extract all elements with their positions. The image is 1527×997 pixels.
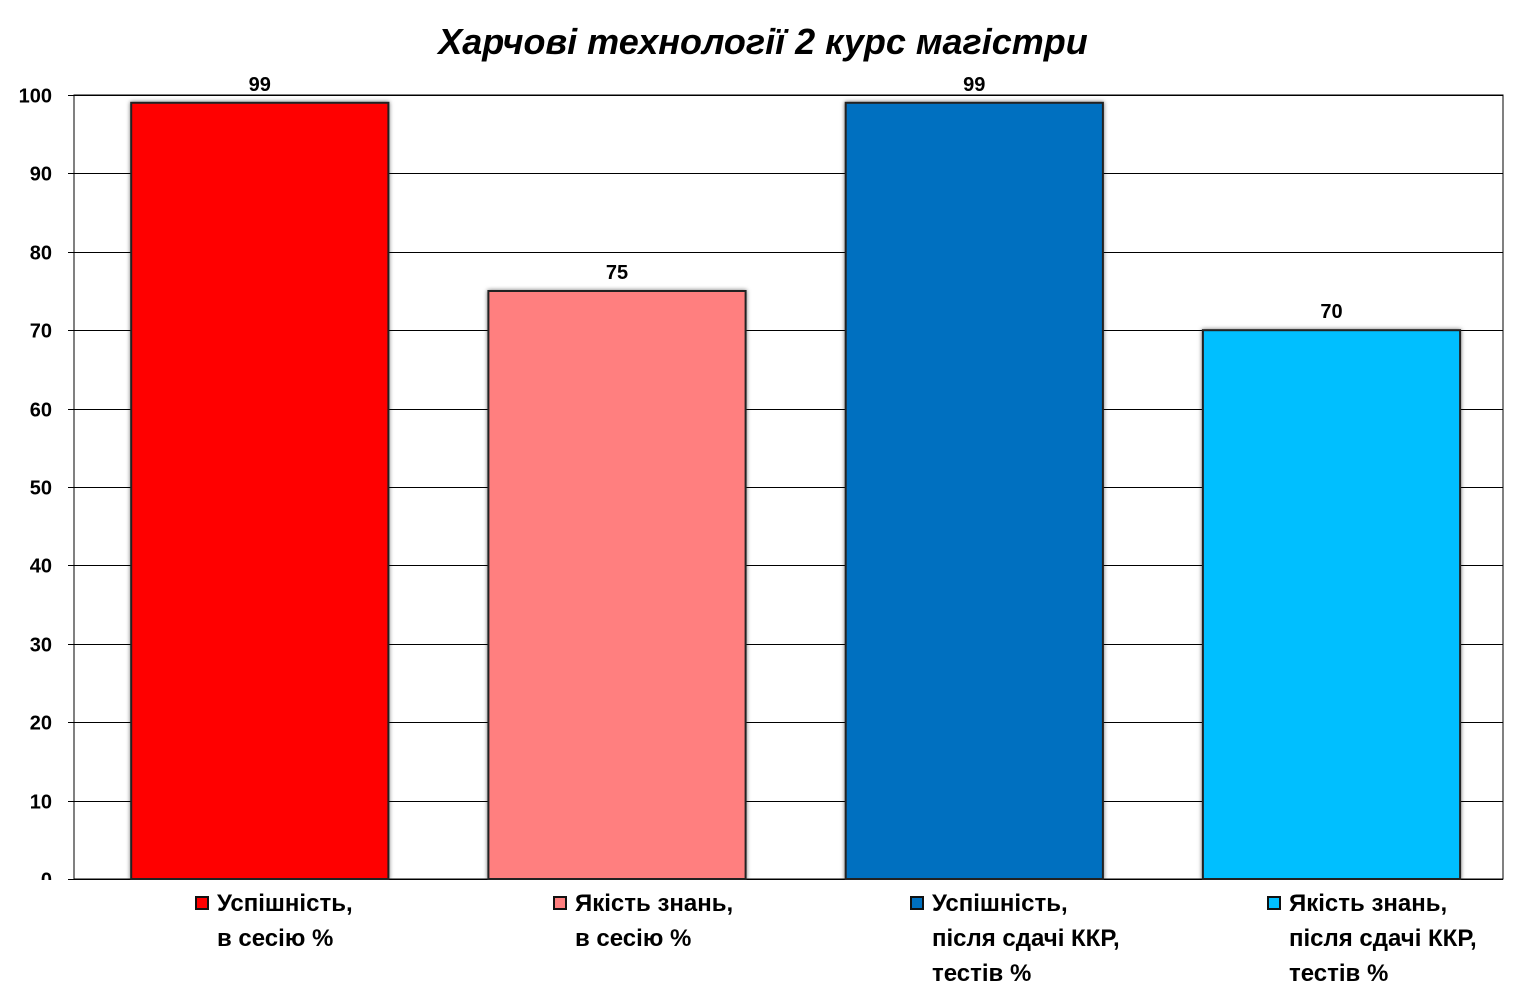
data-label-4: 70 — [1320, 301, 1342, 323]
legend-label: Успішність, після сдачі ККР, тестів % — [932, 890, 1120, 987]
legend-item-1: Успішність, в сесію % — [195, 886, 353, 956]
y-axis: 0 10 20 30 40 50 60 70 80 90 100 — [19, 86, 74, 881]
y-tick-label: 10 — [30, 792, 52, 814]
data-label-3: 99 — [963, 74, 985, 96]
y-tick-label: 40 — [30, 556, 52, 578]
legend-item-3: Успішність, після сдачі ККР, тестів % — [910, 886, 1120, 991]
legend-label: Успішність, в сесію % — [217, 890, 353, 952]
legend-label: Якість знань, після сдачі ККР, тестів % — [1289, 890, 1477, 987]
bar-3 — [844, 101, 1104, 880]
legend-item-4: Якість знань, після сдачі ККР, тестів % — [1267, 886, 1477, 991]
legend-swatch — [553, 896, 567, 910]
data-label-2: 75 — [606, 262, 628, 284]
legend-swatch — [195, 896, 209, 910]
bar-2 — [487, 290, 747, 880]
y-tick-label: 30 — [30, 635, 52, 657]
y-tick-label: 50 — [30, 478, 52, 500]
chart-title: Харчові технології 2 курс магістри — [436, 21, 1088, 62]
bars — [130, 101, 1462, 880]
bar-chart: Харчові технології 2 курс магістри 0 10 20… — [19, 21, 1504, 881]
y-tick-label: 90 — [30, 164, 52, 186]
bar-4 — [1201, 329, 1462, 880]
legend-swatch — [910, 896, 924, 910]
bar-1 — [130, 101, 390, 880]
y-tick-label: 100 — [19, 86, 52, 108]
data-labels: 99 75 99 70 — [249, 74, 1343, 323]
legend-swatch — [1267, 896, 1281, 910]
y-tick-label: 70 — [30, 321, 52, 343]
data-label-1: 99 — [249, 74, 271, 96]
legend-item-2: Якість знань, в сесію % — [553, 886, 733, 956]
y-tick-label: 80 — [30, 243, 52, 265]
y-tick-label: 0 — [41, 870, 52, 881]
y-tick-label: 20 — [30, 713, 52, 735]
y-tick-label: 60 — [30, 400, 52, 422]
legend: Успішність, в сесію % Якість знань, в сес… — [0, 886, 1527, 996]
legend-label: Якість знань, в сесію % — [575, 890, 734, 952]
